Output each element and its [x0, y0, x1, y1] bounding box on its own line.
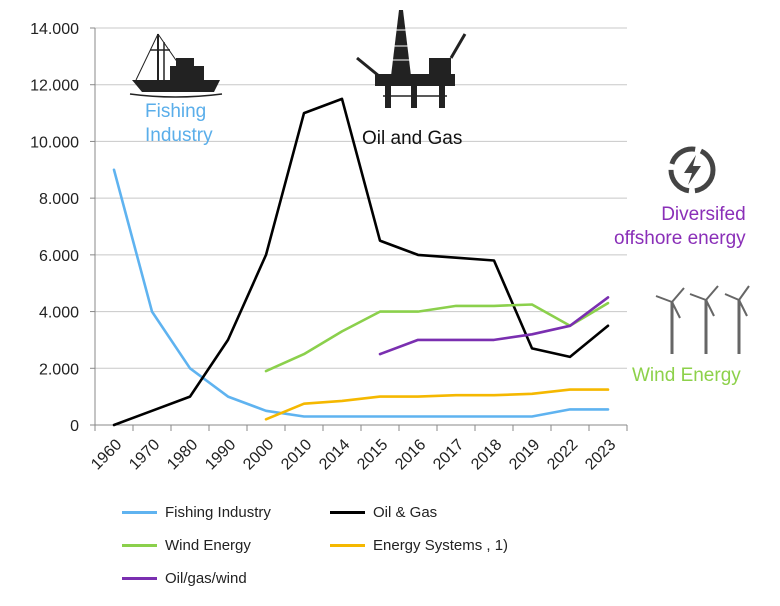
legend-item: Energy Systems , 1) — [330, 537, 508, 554]
x-axis-ticks: 1960 1970 1980 1990 2000 2010 2014 2015 2016 2017… — [88, 436, 619, 473]
diversified-energy-annotation: Diversifed offshore energy — [614, 203, 746, 251]
oil-platform-icon — [356, 10, 467, 108]
lightning-icon — [668, 146, 716, 194]
legend-item: Fishing Industry — [122, 504, 271, 521]
legend-item: Oil/gas/wind — [122, 570, 247, 587]
x-tick-label: 1960 — [88, 436, 125, 473]
legend-label: Fishing Industry — [165, 504, 271, 521]
fishing-vessel-icon — [129, 33, 223, 98]
series-line-energy-systems-1 — [264, 388, 610, 421]
x-tick-label: 2022 — [544, 436, 581, 473]
y-tick-label: 12.000 — [30, 78, 79, 95]
x-tick-label: 2017 — [430, 436, 467, 473]
wind-turbine-icon — [655, 285, 750, 354]
fishing-annotation-line1: Fishing — [145, 101, 207, 122]
y-tick-label: 2.000 — [39, 361, 79, 378]
y-tick-label: 6.000 — [39, 248, 79, 265]
fishing-annotation-line2: Industry — [145, 124, 213, 146]
legend-label: Oil & Gas — [373, 504, 438, 521]
x-tick-label: 2000 — [240, 436, 277, 473]
series-line-wind-energy — [264, 301, 610, 373]
series-line-fishing-industry — [112, 168, 610, 418]
y-tick-label: 0 — [70, 418, 79, 435]
legend-swatch — [122, 511, 157, 514]
series-line-oil-gas-wind — [378, 296, 610, 356]
x-tick-label: 2010 — [278, 436, 315, 473]
legend-swatch — [122, 544, 157, 547]
axes — [90, 27, 628, 431]
legend-swatch — [330, 544, 365, 547]
y-axis-ticks: 0 2.000 4.000 6.000 8.000 10.000 12.000 14.000 — [30, 21, 79, 435]
legend-label: Energy Systems , 1) — [373, 537, 509, 554]
y-tick-label: 10.000 — [30, 134, 79, 151]
legend-swatch — [330, 511, 365, 514]
x-tick-label: 1980 — [164, 436, 201, 473]
x-tick-label: 1970 — [126, 436, 163, 473]
y-tick-label: 4.000 — [39, 305, 79, 322]
legend-label: Wind Energy — [165, 537, 251, 554]
legend-item: Oil & Gas — [330, 504, 437, 521]
x-tick-label: 2014 — [316, 436, 353, 473]
x-tick-label: 2019 — [506, 436, 543, 473]
diversified-annotation-line1: Diversifed — [661, 204, 746, 225]
fishing-industry-annotation: Fishing Industry — [145, 100, 213, 148]
y-tick-label: 14.000 — [30, 21, 79, 38]
x-tick-label: 1990 — [202, 436, 239, 473]
x-tick-label: 2015 — [354, 436, 391, 473]
series-lines — [112, 97, 610, 427]
diversified-annotation-line2: offshore energy — [614, 227, 746, 249]
y-tick-label: 8.000 — [39, 191, 79, 208]
x-tick-label: 2016 — [392, 436, 429, 473]
oil-gas-annotation: Oil and Gas — [362, 128, 463, 149]
wind-energy-annotation: Wind Energy — [632, 365, 741, 386]
legend-swatch — [122, 577, 157, 580]
legend-label: Oil/gas/wind — [165, 570, 247, 587]
x-tick-label: 2023 — [582, 436, 619, 473]
x-tick-label: 2018 — [468, 436, 505, 473]
series-line-oil-gas — [112, 97, 610, 427]
legend-item: Wind Energy — [122, 537, 251, 554]
